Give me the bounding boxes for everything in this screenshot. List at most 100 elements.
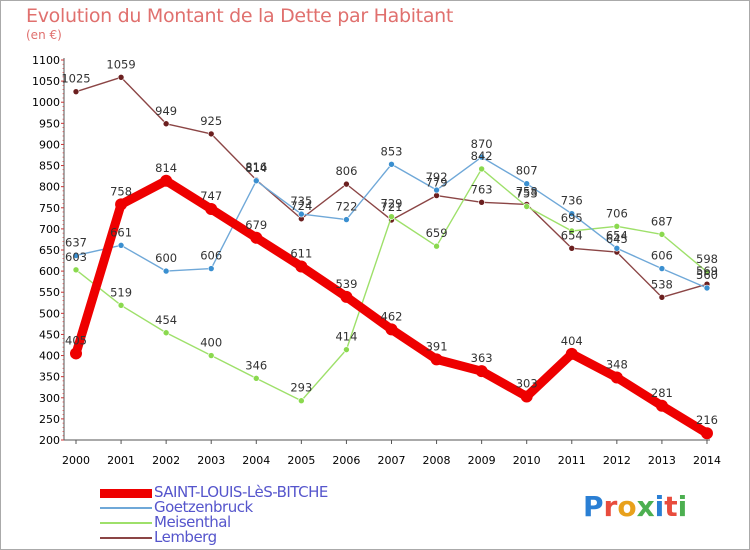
data-label-goetzenbruck: 735 [290, 194, 312, 208]
data-point-saint-louis-l-s-bitche [70, 347, 82, 360]
data-point-saint-louis-l-s-bitche [655, 399, 668, 412]
y-tick-label: 1050 [32, 75, 60, 88]
x-tick-label: 2010 [513, 454, 541, 467]
data-point-meisenthal [72, 266, 80, 274]
data-point-lemberg [72, 88, 80, 95]
data-point-meisenthal [117, 302, 125, 309]
data-point-lemberg [658, 293, 666, 301]
data-point-lemberg [343, 180, 350, 188]
y-tick-label: 200 [39, 434, 60, 447]
data-label-goetzenbruck: 654 [606, 228, 628, 242]
y-tick-label: 900 [39, 138, 60, 151]
data-point-meisenthal [343, 346, 350, 353]
y-tick-label: 700 [39, 223, 60, 236]
data-point-lemberg [478, 198, 485, 206]
x-tick-label: 2005 [287, 454, 315, 467]
data-point-saint-louis-l-s-bitche [385, 323, 398, 336]
data-point-meisenthal [523, 203, 531, 210]
y-tick-label: 500 [39, 307, 60, 320]
x-tick-label: 2013 [648, 454, 676, 467]
data-label-meisenthal: 346 [245, 358, 267, 372]
logo-letter: o [617, 490, 637, 523]
y-tick-label: 750 [39, 202, 60, 215]
y-tick-label: 600 [39, 265, 60, 278]
data-label-lemberg: 724 [290, 199, 312, 213]
legend-label: Meisenthal [154, 513, 231, 531]
data-label-saint-louis-l-s-bitche: 348 [606, 358, 628, 372]
data-label-meisenthal: 414 [335, 330, 357, 344]
logo-letter: P [583, 490, 604, 523]
data-label-lemberg: 1025 [61, 72, 90, 86]
proxiti-logo[interactable]: Proxiti [583, 490, 687, 523]
data-label-meisenthal: 293 [290, 381, 312, 395]
data-label-meisenthal: 659 [426, 226, 448, 240]
data-point-saint-louis-l-s-bitche [520, 390, 533, 403]
y-tick-label: 1100 [32, 54, 60, 67]
data-point-meisenthal [433, 242, 440, 250]
data-point-saint-louis-l-s-bitche [340, 290, 353, 303]
logo-letter: i [677, 490, 688, 523]
data-point-goetzenbruck [72, 252, 80, 259]
data-label-lemberg: 569 [696, 264, 718, 278]
legend-swatch [100, 488, 152, 498]
data-label-saint-louis-l-s-bitche: 462 [381, 309, 403, 323]
y-tick-label: 950 [39, 117, 60, 130]
data-label-meisenthal: 695 [561, 211, 583, 225]
data-label-saint-louis-l-s-bitche: 679 [245, 218, 267, 232]
x-tick-label: 2001 [107, 454, 135, 467]
data-label-meisenthal: 842 [471, 149, 493, 163]
data-label-lemberg: 806 [335, 164, 357, 178]
data-label-saint-louis-l-s-bitche: 363 [471, 351, 493, 365]
data-point-saint-louis-l-s-bitche [295, 260, 308, 273]
data-point-lemberg [433, 192, 440, 199]
data-point-meisenthal [207, 352, 215, 359]
data-label-meisenthal: 729 [381, 197, 403, 211]
data-point-goetzenbruck [117, 242, 125, 249]
x-tick-label: 2003 [197, 454, 225, 467]
data-point-meisenthal [568, 227, 576, 235]
chart-subtitle: (en €) [26, 28, 62, 42]
data-point-meisenthal [658, 231, 666, 238]
data-label-lemberg: 645 [606, 232, 628, 246]
x-tick-label: 2009 [468, 454, 496, 467]
data-point-lemberg [162, 120, 170, 128]
x-tick-label: 2008 [423, 454, 451, 467]
data-label-meisenthal: 603 [65, 250, 87, 264]
data-label-saint-louis-l-s-bitche: 814 [155, 161, 177, 175]
data-point-saint-louis-l-s-bitche [610, 371, 623, 384]
data-label-meisenthal: 687 [651, 214, 673, 228]
data-point-saint-louis-l-s-bitche [250, 231, 263, 244]
logo-letter: t [664, 490, 678, 523]
data-label-meisenthal: 454 [155, 313, 177, 327]
data-point-meisenthal [613, 223, 621, 230]
data-point-saint-louis-l-s-bitche [430, 353, 443, 366]
data-point-meisenthal [252, 375, 260, 382]
data-label-goetzenbruck: 870 [471, 137, 493, 151]
legend-label: Lemberg [154, 528, 217, 546]
x-tick-label: 2000 [62, 454, 90, 467]
data-point-saint-louis-l-s-bitche [115, 198, 128, 211]
data-label-saint-louis-l-s-bitche: 758 [110, 184, 132, 198]
data-point-meisenthal [388, 213, 395, 220]
x-tick-label: 2006 [332, 454, 360, 467]
data-label-lemberg: 925 [200, 114, 222, 128]
data-point-goetzenbruck [523, 180, 531, 188]
data-label-saint-louis-l-s-bitche: 216 [696, 413, 718, 427]
y-tick-label: 250 [39, 413, 60, 426]
data-point-saint-louis-l-s-bitche [160, 174, 173, 187]
legend-swatch [100, 522, 152, 524]
data-label-goetzenbruck: 661 [110, 225, 132, 239]
data-label-goetzenbruck: 560 [696, 268, 718, 282]
data-label-saint-louis-l-s-bitche: 747 [200, 189, 222, 203]
data-point-goetzenbruck [207, 265, 215, 272]
logo-letter: r [603, 490, 618, 523]
data-point-meisenthal [162, 329, 170, 337]
data-label-lemberg: 763 [471, 182, 493, 196]
data-label-saint-louis-l-s-bitche: 405 [65, 333, 87, 347]
data-label-saint-louis-l-s-bitche: 281 [651, 386, 673, 400]
x-tick-label: 2002 [152, 454, 180, 467]
data-point-lemberg [207, 130, 215, 138]
data-point-saint-louis-l-s-bitche [475, 365, 488, 378]
data-point-goetzenbruck [162, 267, 170, 275]
